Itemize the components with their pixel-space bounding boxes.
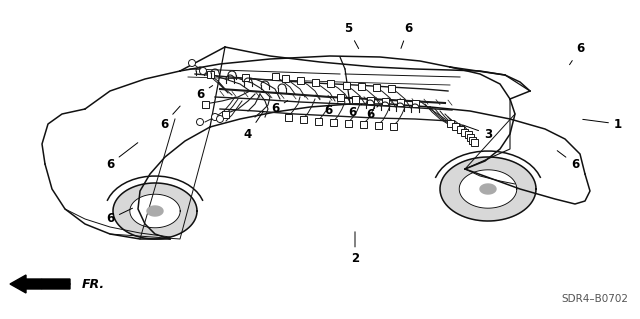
Text: 4: 4 [244,111,264,140]
Bar [207,70,214,78]
Bar [387,85,394,92]
Bar [360,121,367,128]
Bar [314,117,321,124]
Bar [351,95,358,102]
Bar [342,81,349,88]
Text: 6: 6 [570,42,584,65]
Bar [447,120,454,127]
Text: 6: 6 [106,208,132,226]
Bar [344,120,351,127]
Bar [202,100,209,108]
Bar [451,122,458,130]
Polygon shape [130,194,180,228]
Bar [470,138,477,145]
Text: SDR4–B0702: SDR4–B0702 [561,294,628,304]
Text: 5: 5 [344,23,358,48]
Bar [326,79,333,86]
Text: 6: 6 [401,23,412,48]
Polygon shape [460,170,517,208]
Bar [461,129,467,136]
Polygon shape [147,206,163,216]
Bar [221,110,228,117]
Text: 6: 6 [324,103,338,117]
Circle shape [211,114,218,121]
Polygon shape [480,184,496,194]
FancyArrow shape [10,275,70,293]
Text: 6: 6 [271,100,288,115]
Text: 1: 1 [583,117,622,130]
Bar [367,97,374,103]
Text: 6: 6 [106,143,138,170]
Bar [271,72,278,79]
Circle shape [216,115,223,122]
Bar [241,73,248,80]
Text: 3: 3 [463,125,492,140]
Polygon shape [113,183,197,239]
Text: 6: 6 [160,106,180,130]
Circle shape [200,68,207,75]
Bar [337,93,344,100]
Text: 6: 6 [348,104,362,120]
Text: 6: 6 [196,85,212,100]
Bar [285,114,291,121]
Bar [312,78,319,85]
Text: 6: 6 [557,151,579,170]
Bar [372,84,380,91]
Bar [330,118,337,125]
Bar [282,75,289,81]
Circle shape [189,60,195,66]
Bar [397,99,403,106]
Text: FR.: FR. [82,278,105,291]
Text: 6: 6 [366,106,378,121]
Circle shape [196,118,204,125]
Bar [358,83,365,90]
Bar [374,122,381,129]
Bar [465,130,472,137]
Text: 2: 2 [351,232,359,265]
Bar [456,125,463,132]
Bar [412,100,419,107]
Bar [390,122,397,130]
Bar [300,115,307,122]
Bar [381,98,388,105]
Polygon shape [440,157,536,221]
Bar [468,137,476,144]
Bar [296,77,303,84]
Bar [467,133,474,140]
